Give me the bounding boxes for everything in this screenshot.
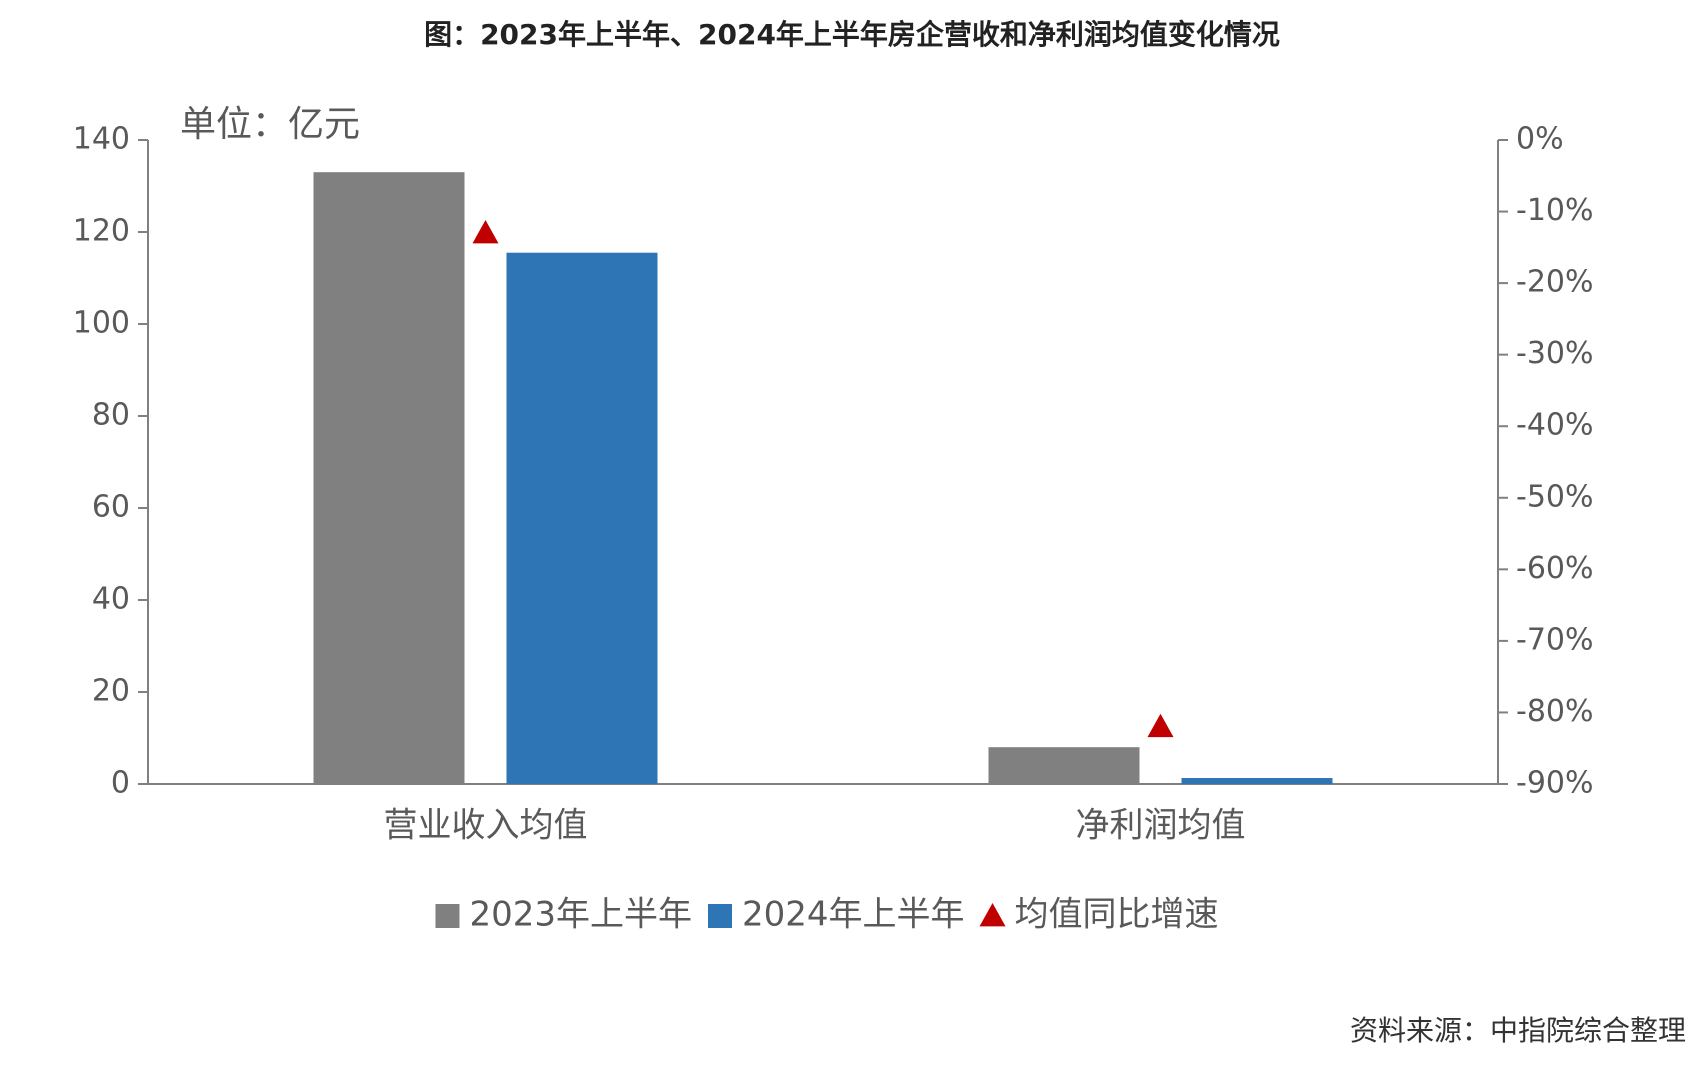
- growth-marker: [1147, 713, 1174, 738]
- y2-tick-label: -90%: [1516, 766, 1594, 801]
- x-tick-label: 净利润均值: [1076, 806, 1246, 846]
- unit-label: 单位：亿元: [180, 104, 360, 145]
- chart-title: 图：2023年上半年、2024年上半年房企营收和净利润均值变化情况: [424, 18, 1280, 51]
- x-tick-label: 营业收入均值: [384, 806, 588, 846]
- legend-label: 2024年上半年: [742, 895, 965, 935]
- y2-tick-label: 0%: [1516, 122, 1564, 157]
- y2-tick-label: -50%: [1516, 479, 1594, 514]
- y-tick-label: 40: [92, 582, 130, 617]
- y-tick-label: 0: [111, 766, 130, 801]
- y2-tick-label: -20%: [1516, 265, 1594, 300]
- legend-marker: [435, 904, 460, 928]
- legend-label: 均值同比增速: [1015, 895, 1219, 935]
- source: 资料来源：中指院综合整理: [1350, 1014, 1686, 1047]
- y-tick-label: 60: [92, 490, 130, 525]
- bar: [988, 747, 1140, 784]
- y-tick-label: 140: [73, 122, 130, 157]
- legend-label: 2023年上半年: [469, 895, 692, 935]
- y2-tick-label: -80%: [1516, 694, 1594, 729]
- bar: [506, 252, 658, 784]
- y2-tick-label: -10%: [1516, 193, 1594, 228]
- growth-marker: [472, 220, 499, 244]
- y-tick-label: 100: [73, 306, 130, 341]
- y-tick-label: 20: [92, 674, 130, 709]
- y-tick-label: 80: [92, 398, 130, 433]
- y2-tick-label: -40%: [1516, 408, 1594, 443]
- y2-tick-label: -60%: [1516, 551, 1594, 586]
- legend-marker: [979, 903, 1006, 927]
- y2-tick-label: -30%: [1516, 336, 1594, 371]
- bar: [1181, 778, 1333, 784]
- y2-tick-label: -70%: [1516, 622, 1594, 657]
- bar: [313, 172, 465, 784]
- legend-marker: [708, 904, 732, 928]
- y-tick-label: 120: [73, 214, 130, 249]
